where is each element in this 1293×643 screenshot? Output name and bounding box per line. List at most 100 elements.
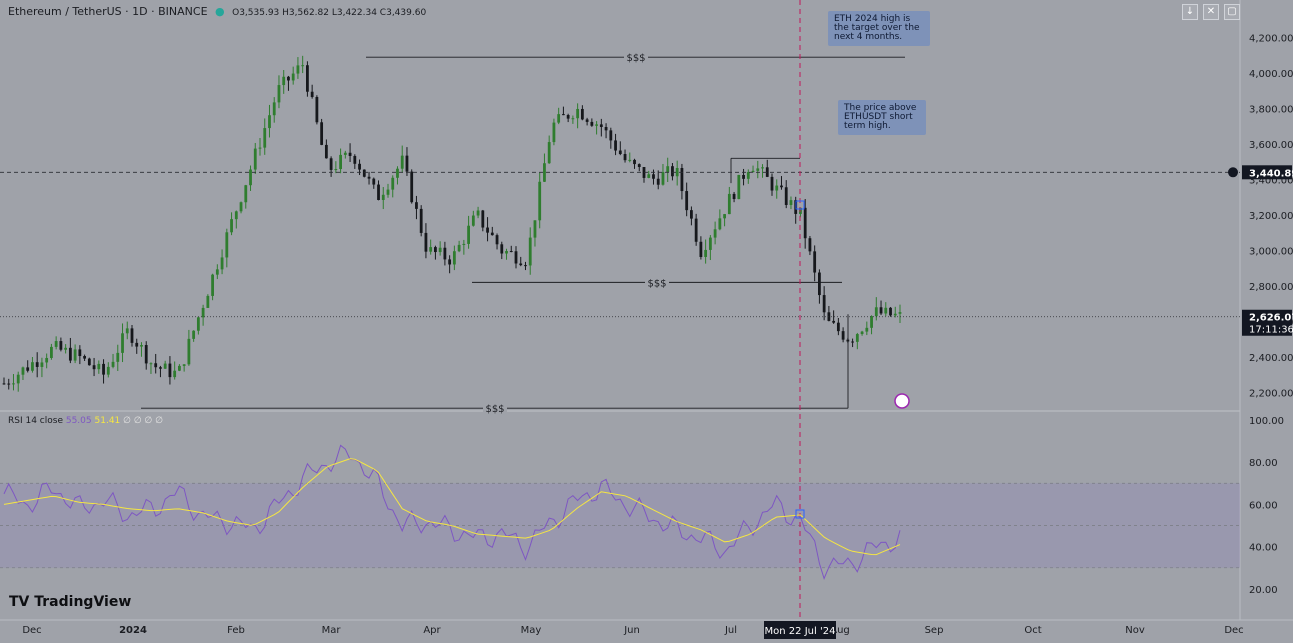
candle-body (201, 307, 205, 318)
time-tick: Jul (724, 625, 737, 636)
candle-body (595, 124, 598, 126)
level-label-2: $$$ (485, 404, 504, 415)
candle-body (780, 185, 783, 188)
candle-body (215, 269, 219, 275)
rsi-ma-line (3, 458, 901, 556)
candle-body (92, 365, 96, 370)
candle-body (533, 220, 537, 238)
candle-body (87, 358, 91, 366)
rsi-tick: 80.00 (1249, 458, 1278, 469)
candle-body (879, 307, 883, 314)
candle-body (552, 122, 556, 143)
candle-body (78, 349, 82, 357)
candle-body (68, 347, 72, 361)
level-label-bg-1 (645, 276, 669, 289)
candle-body (258, 147, 262, 149)
candle-body (865, 327, 869, 332)
candle-body (476, 210, 480, 216)
time-tick: Feb (227, 625, 245, 636)
candle-body (614, 140, 617, 151)
candle-body (742, 174, 745, 179)
candle-body (230, 219, 233, 233)
candle-body (140, 345, 143, 347)
candle-body (694, 218, 698, 242)
candle-body (282, 76, 286, 86)
candle-body (21, 367, 25, 375)
candle-body (509, 251, 513, 253)
candle-body (713, 229, 717, 238)
candle-body (329, 158, 333, 170)
fullscreen-icon[interactable]: ▢ (1224, 4, 1240, 20)
candle-body (434, 247, 437, 253)
candle-body (343, 152, 347, 155)
time-tick: 2024 (119, 625, 147, 636)
time-tick: Dec (22, 625, 41, 636)
candle-body (353, 155, 357, 164)
candle-body (661, 172, 665, 185)
time-tick: Oct (1024, 625, 1041, 636)
candle-body (168, 363, 172, 378)
rsi-value: 55.05 (65, 416, 92, 426)
candle-body (486, 227, 489, 233)
candle-body (239, 202, 243, 212)
symbol-title[interactable]: Ethereum / TetherUS · 1D · BINANCE (8, 5, 208, 18)
candle-body (268, 115, 271, 129)
candle-body (576, 108, 580, 119)
rsi-header: RSI 14 close 55.05 51.41 ∅ ∅ ∅ ∅ (8, 416, 163, 426)
add-alert-icon (1228, 167, 1238, 178)
candle-body (149, 363, 153, 365)
last-price-tag: 2,626.07 (1249, 313, 1293, 324)
annotation-short-term-high[interactable]: The price above ETHUSDT short term high. (838, 100, 926, 135)
rsi-tick: 40.00 (1249, 543, 1278, 554)
candle-body (571, 118, 575, 120)
candle-body (452, 251, 456, 265)
candle-body (244, 185, 248, 203)
candle-body (125, 328, 129, 334)
candle-body (841, 331, 845, 340)
candle-body (836, 322, 840, 332)
annotation-eth-high[interactable]: ETH 2024 high is the target over the nex… (828, 11, 930, 46)
candle-body (860, 331, 864, 335)
candle-body (348, 152, 352, 156)
candle-body (121, 333, 124, 353)
candle-body (2, 383, 6, 385)
candle-body (50, 346, 53, 358)
tradingview-logo[interactable]: 𝗧𝗩 TradingView (9, 594, 132, 610)
level-label-1: $$$ (647, 278, 666, 289)
rsi-label[interactable]: RSI 14 close (8, 416, 63, 426)
candle-body (135, 342, 139, 347)
close-icon[interactable]: ✕ (1203, 4, 1219, 20)
ohlc-values: O3,535.93 H3,562.82 L3,422.34 C3,439.60 (232, 8, 427, 18)
candle-body (301, 65, 305, 67)
candle-body (438, 247, 442, 253)
candle-body (178, 365, 181, 371)
rsi-tick: 60.00 (1249, 500, 1278, 511)
current-price-tag: 3,440.89 (1249, 168, 1293, 179)
candle-body (557, 114, 561, 123)
candle-body (590, 121, 594, 126)
candle-body (656, 178, 660, 185)
candle-body (505, 251, 508, 254)
candle-body (386, 189, 390, 195)
candle-body (12, 383, 15, 385)
countdown-timer: 17:11:36 (1249, 325, 1293, 336)
candle-body (97, 363, 101, 370)
candle-body (637, 164, 641, 168)
candle-body (187, 338, 191, 365)
candle-body (111, 361, 115, 367)
candle-body (206, 295, 210, 308)
candle-body (628, 159, 632, 161)
candle-body (154, 363, 158, 368)
candle-body (40, 362, 44, 367)
candle-body (106, 366, 110, 375)
candle-body (746, 172, 750, 179)
candle-body (306, 65, 309, 92)
arrow-down-icon[interactable]: ↓ (1182, 4, 1198, 20)
candle-body (704, 249, 708, 257)
candle-body (808, 238, 812, 252)
candle-body (448, 259, 452, 265)
candle-body (272, 102, 276, 116)
candle-body (31, 362, 34, 371)
candle-body (334, 169, 338, 171)
